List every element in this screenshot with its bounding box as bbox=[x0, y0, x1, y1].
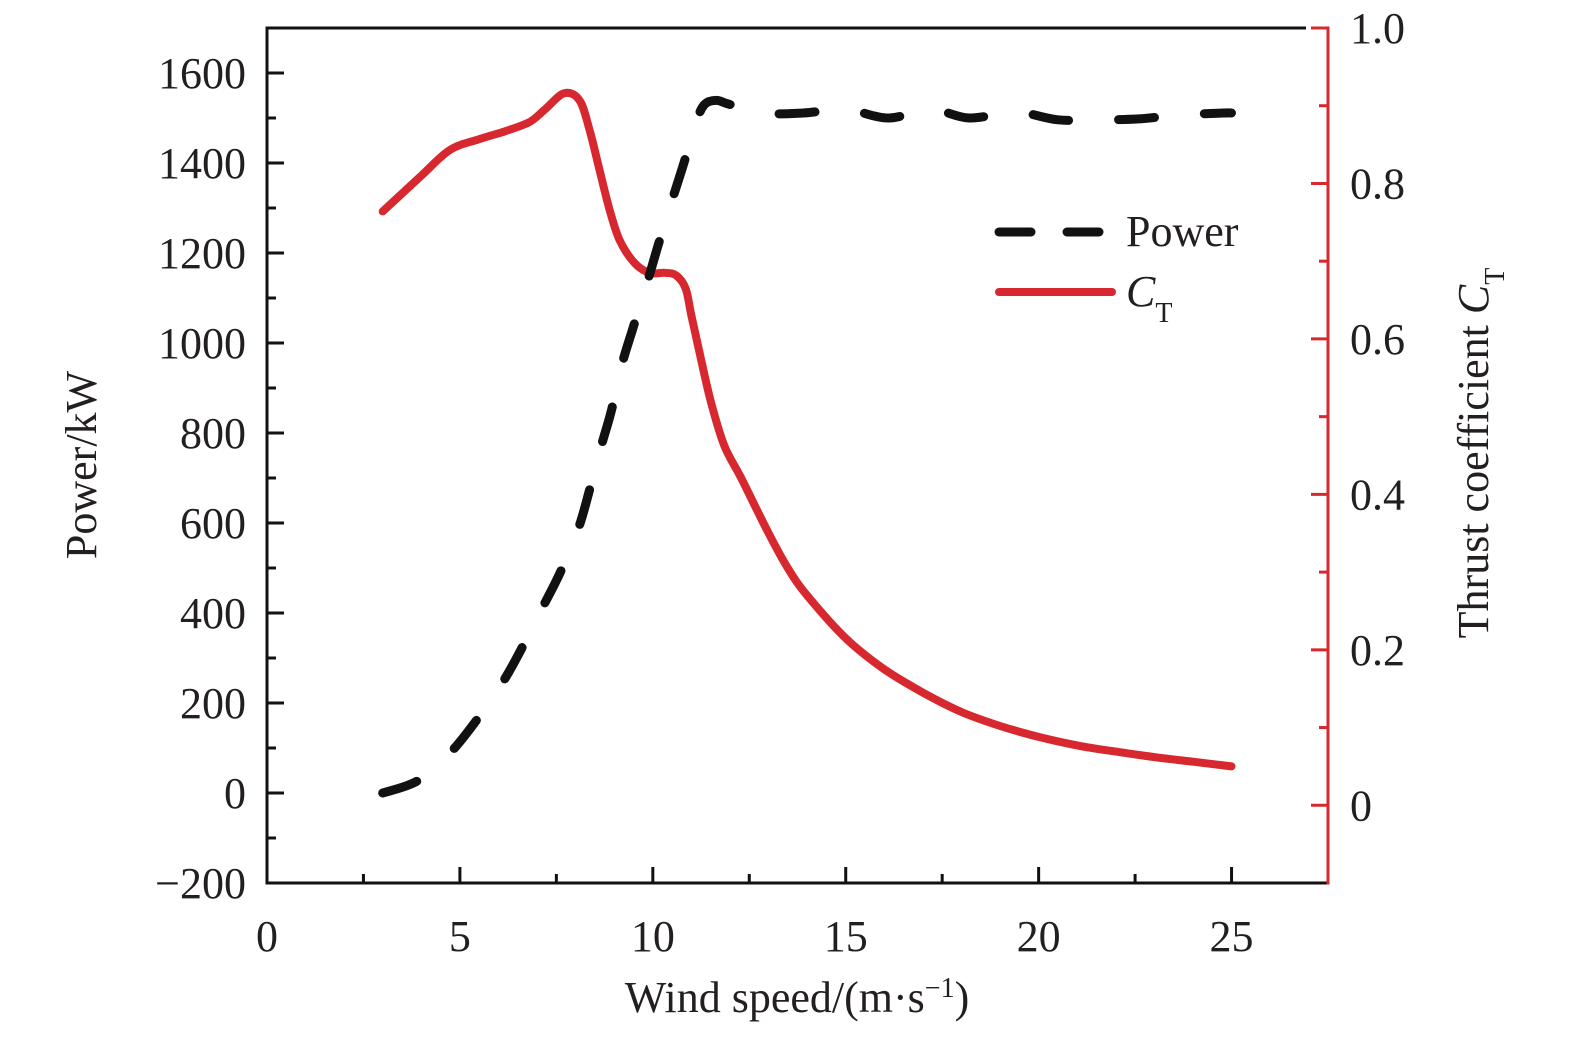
series-line-ct bbox=[378, 88, 1236, 771]
legend-item-ct: CT bbox=[995, 267, 1172, 329]
y-left-tick-label: 200 bbox=[180, 679, 246, 728]
legend-label-ct-italic: C bbox=[1126, 267, 1156, 316]
y-left-tick-label: 600 bbox=[180, 499, 246, 548]
y-left-tick-label: 1600 bbox=[158, 49, 246, 98]
axes-layer bbox=[265, 26, 1330, 885]
x-tick-label: 25 bbox=[1210, 912, 1254, 961]
x-tick-label: 15 bbox=[824, 912, 868, 961]
y-right-tick-label: 0.6 bbox=[1350, 315, 1405, 364]
legend-label-ct: CT bbox=[1126, 267, 1172, 329]
x-axis-title-sup: −1 bbox=[925, 973, 955, 1004]
y-left-tick-label: 800 bbox=[180, 409, 246, 458]
labels-layer: 0 5 10 15 20 25−20002004006008001000120014001… bbox=[155, 4, 1405, 961]
y-axis-left-title: Power/kW bbox=[57, 370, 106, 559]
x-tick-label: 20 bbox=[1017, 912, 1061, 961]
legend-label-power: Power bbox=[1126, 207, 1239, 256]
series-line-power bbox=[378, 95, 1236, 798]
y-left-tick-label: 1200 bbox=[158, 229, 246, 278]
x-tick-label: 0 bbox=[256, 912, 278, 961]
y-axis-right-title-sub: T bbox=[1480, 268, 1511, 285]
y-axis-right-title: Thrust coefficient CT bbox=[1449, 268, 1511, 639]
x-axis-title: Wind speed/(m·s−1) bbox=[625, 973, 970, 1023]
y-left-tick-label: 1400 bbox=[158, 139, 246, 188]
y-left-tick-label: 400 bbox=[180, 589, 246, 638]
y-right-tick-label: 1.0 bbox=[1350, 4, 1405, 53]
legend-item-power: Power bbox=[994, 207, 1239, 256]
y-right-tick-label: 0 bbox=[1350, 781, 1372, 830]
legend: Power CT bbox=[994, 207, 1239, 329]
legend-label-ct-sub: T bbox=[1155, 298, 1172, 329]
y-axis-right-title-base: Thrust coefficient bbox=[1449, 314, 1498, 638]
x-tick-label: 5 bbox=[449, 912, 471, 961]
y-left-tick-label: 1000 bbox=[158, 319, 246, 368]
ticks-layer bbox=[267, 26, 1328, 883]
y-left-tick-label: −200 bbox=[155, 859, 246, 908]
y-right-tick-label: 0.2 bbox=[1350, 626, 1405, 675]
y-axis-right-title-italic: C bbox=[1449, 284, 1498, 314]
y-right-tick-label: 0.4 bbox=[1350, 470, 1405, 519]
x-tick-label: 10 bbox=[631, 912, 675, 961]
x-axis-title-base: Wind speed/(m·s bbox=[625, 973, 925, 1022]
series-layer bbox=[378, 88, 1236, 798]
y-left-tick-label: 0 bbox=[224, 769, 246, 818]
y-right-tick-label: 0.8 bbox=[1350, 159, 1405, 208]
x-axis-title-tail: ) bbox=[955, 973, 970, 1022]
